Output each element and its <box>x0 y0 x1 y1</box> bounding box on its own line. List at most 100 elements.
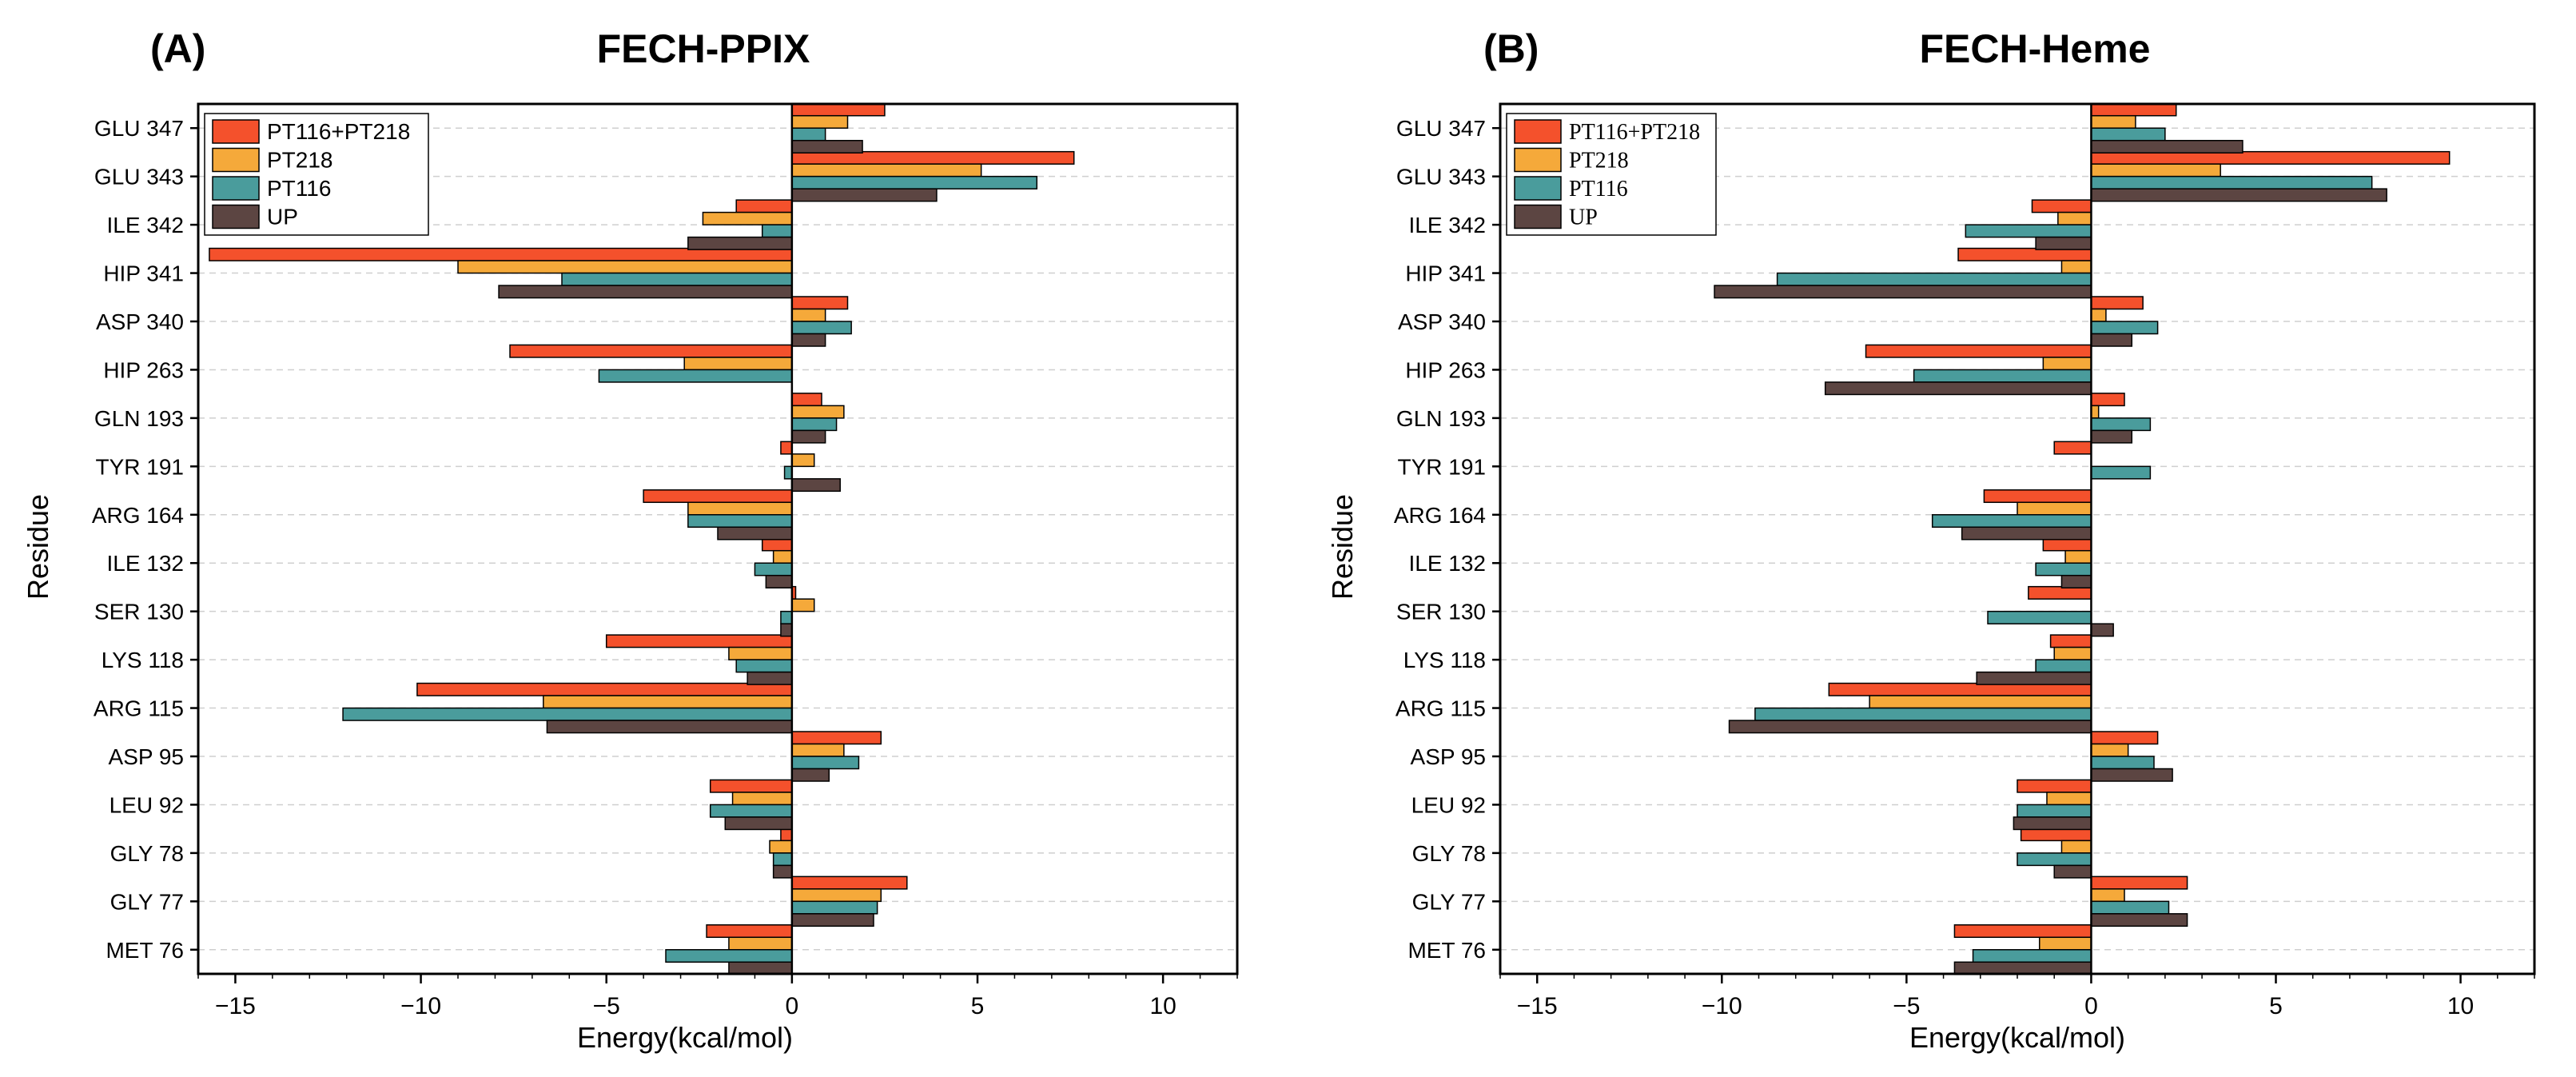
bar-a-s0-6 <box>791 393 822 407</box>
bar-b-s0-6 <box>2090 393 2125 407</box>
bar-b-s3-9 <box>2060 574 2092 588</box>
bar-b-s0-17 <box>1953 924 2092 939</box>
bar-a-s2-4 <box>791 321 852 335</box>
legend-swatch-a-3 <box>212 204 260 229</box>
bar-a-s2-8 <box>687 514 793 529</box>
ytick-label-b-0: GLU 347 <box>1396 116 1486 141</box>
bar-b-s2-5 <box>1913 369 2092 383</box>
bar-a-s3-0 <box>791 139 863 154</box>
bar-b-s3-17 <box>1953 961 2092 975</box>
bar-a-s2-5 <box>598 369 793 383</box>
bar-b-s2-8 <box>1931 514 2092 529</box>
ytick-label-b-3: HIP 341 <box>1405 261 1486 286</box>
bar-b-s2-13 <box>2090 756 2155 770</box>
bar-b-s3-0 <box>2090 139 2244 154</box>
panel-a-title: FECH-PPIX <box>597 26 810 71</box>
ytick-label-a-0: GLU 347 <box>94 116 184 141</box>
xtick-label-b-1: −10 <box>1702 993 1742 1019</box>
bar-a-s2-16 <box>791 900 878 915</box>
bar-b-s1-6 <box>2090 405 2100 419</box>
bar-a-s3-3 <box>498 285 793 299</box>
xtick-label-b-0: −15 <box>1517 993 1558 1019</box>
bar-a-s0-7 <box>780 441 793 455</box>
bar-b-s3-6 <box>2090 429 2133 444</box>
bar-a-s3-14 <box>724 816 793 831</box>
bar-b-s1-1 <box>2090 163 2221 178</box>
bar-a-s3-6 <box>791 429 826 444</box>
bar-a-s1-4 <box>791 308 826 322</box>
xtick-label-a-5: 10 <box>1149 993 1176 1019</box>
ytick-label-a-13: ASP 95 <box>109 744 184 769</box>
bar-a-s3-10 <box>780 623 793 637</box>
panel-a-plot: GLU 347 GLU 343 ILE 342 HIP 341 ASP 340 HIP 2… <box>92 102 1239 1019</box>
legend-label-a-1: PT218 <box>267 148 333 173</box>
ytick-label-a-17: MET 76 <box>106 938 184 963</box>
bar-b-s1-13 <box>2090 743 2129 757</box>
ytick-label-b-13: ASP 95 <box>1411 744 1486 769</box>
bar-a-s2-3 <box>561 272 793 286</box>
ytick-label-a-9: ILE 132 <box>106 551 184 576</box>
bar-a-s2-15 <box>772 852 793 867</box>
ytick-label-a-14: LEU 92 <box>109 792 184 817</box>
xtick-label-b-5: 10 <box>2447 993 2474 1019</box>
bar-b-s0-9 <box>2042 537 2092 552</box>
bar-a-s1-16 <box>791 888 882 903</box>
legend-swatch-b-0 <box>1514 119 1562 144</box>
ytick-label-b-11: LYS 118 <box>1403 648 1486 672</box>
bar-a-s0-2 <box>735 199 793 213</box>
bar-b-s1-0 <box>2090 114 2136 129</box>
ytick-label-b-7: TYR 191 <box>1398 454 1487 479</box>
bar-b-s0-3 <box>1957 247 2092 261</box>
bar-b-s0-10 <box>2028 585 2092 600</box>
bar-b-s0-8 <box>1983 489 2092 504</box>
bar-a-s2-1 <box>791 175 1038 189</box>
bar-b-s0-15 <box>2020 828 2092 842</box>
bar-a-s3-4 <box>791 333 826 347</box>
panel-a-label: (A) <box>150 26 205 71</box>
bar-a-s1-3 <box>457 260 793 274</box>
ytick-label-b-2: ILE 342 <box>1408 213 1486 237</box>
bar-a-s1-6 <box>791 405 845 419</box>
bar-b-s1-11 <box>2053 646 2092 660</box>
bar-b-s2-16 <box>2090 900 2170 915</box>
bar-b-s1-8 <box>2017 501 2092 516</box>
bar-a-s0-17 <box>706 924 793 939</box>
bar-b-s2-7 <box>2090 465 2152 480</box>
bar-a-s3-7 <box>791 478 841 493</box>
ytick-label-a-11: LYS 118 <box>102 648 184 672</box>
legend-label-b-1: PT218 <box>1569 149 1629 174</box>
bar-b-s3-11 <box>1976 671 2092 685</box>
bar-a-s1-9 <box>772 549 793 564</box>
bar-b-s1-16 <box>2090 888 2125 903</box>
panel-b-label: (B) <box>1483 26 1539 71</box>
xtick-label-a-3: 0 <box>786 993 799 1019</box>
bar-b-s2-14 <box>2017 804 2092 818</box>
bar-b-s1-14 <box>2046 792 2092 806</box>
bar-b-s2-17 <box>1972 949 2092 963</box>
bar-a-s2-12 <box>342 707 793 721</box>
bar-b-s0-16 <box>2090 876 2188 890</box>
ytick-label-b-15: GLY 78 <box>1412 841 1486 866</box>
bar-a-s2-17 <box>665 949 793 963</box>
bar-a-s3-15 <box>772 864 793 879</box>
bar-b-s2-15 <box>2017 852 2092 867</box>
bar-a-s3-2 <box>687 236 793 250</box>
bar-a-s1-10 <box>791 598 815 612</box>
bar-a-s0-11 <box>605 634 793 648</box>
bar-a-s0-8 <box>643 489 793 504</box>
panel-a-ylabel: Residue <box>22 494 54 600</box>
bar-a-s1-8 <box>687 501 793 516</box>
xtick-label-a-0: −15 <box>215 993 256 1019</box>
panel-b-xlabel: Energy(kcal/mol) <box>1909 1021 2125 1054</box>
bar-a-s3-1 <box>791 188 938 202</box>
bar-b-s0-2 <box>2031 199 2092 213</box>
bar-a-s0-4 <box>791 296 849 310</box>
legend-swatch-b-2 <box>1514 176 1562 201</box>
bar-b-s3-15 <box>2053 864 2092 879</box>
ytick-label-a-7: TYR 191 <box>96 454 185 479</box>
bar-b-s0-0 <box>2090 102 2177 117</box>
bar-a-s2-13 <box>791 756 860 770</box>
bar-b-s3-2 <box>2035 236 2092 250</box>
bar-a-s3-16 <box>791 913 874 927</box>
